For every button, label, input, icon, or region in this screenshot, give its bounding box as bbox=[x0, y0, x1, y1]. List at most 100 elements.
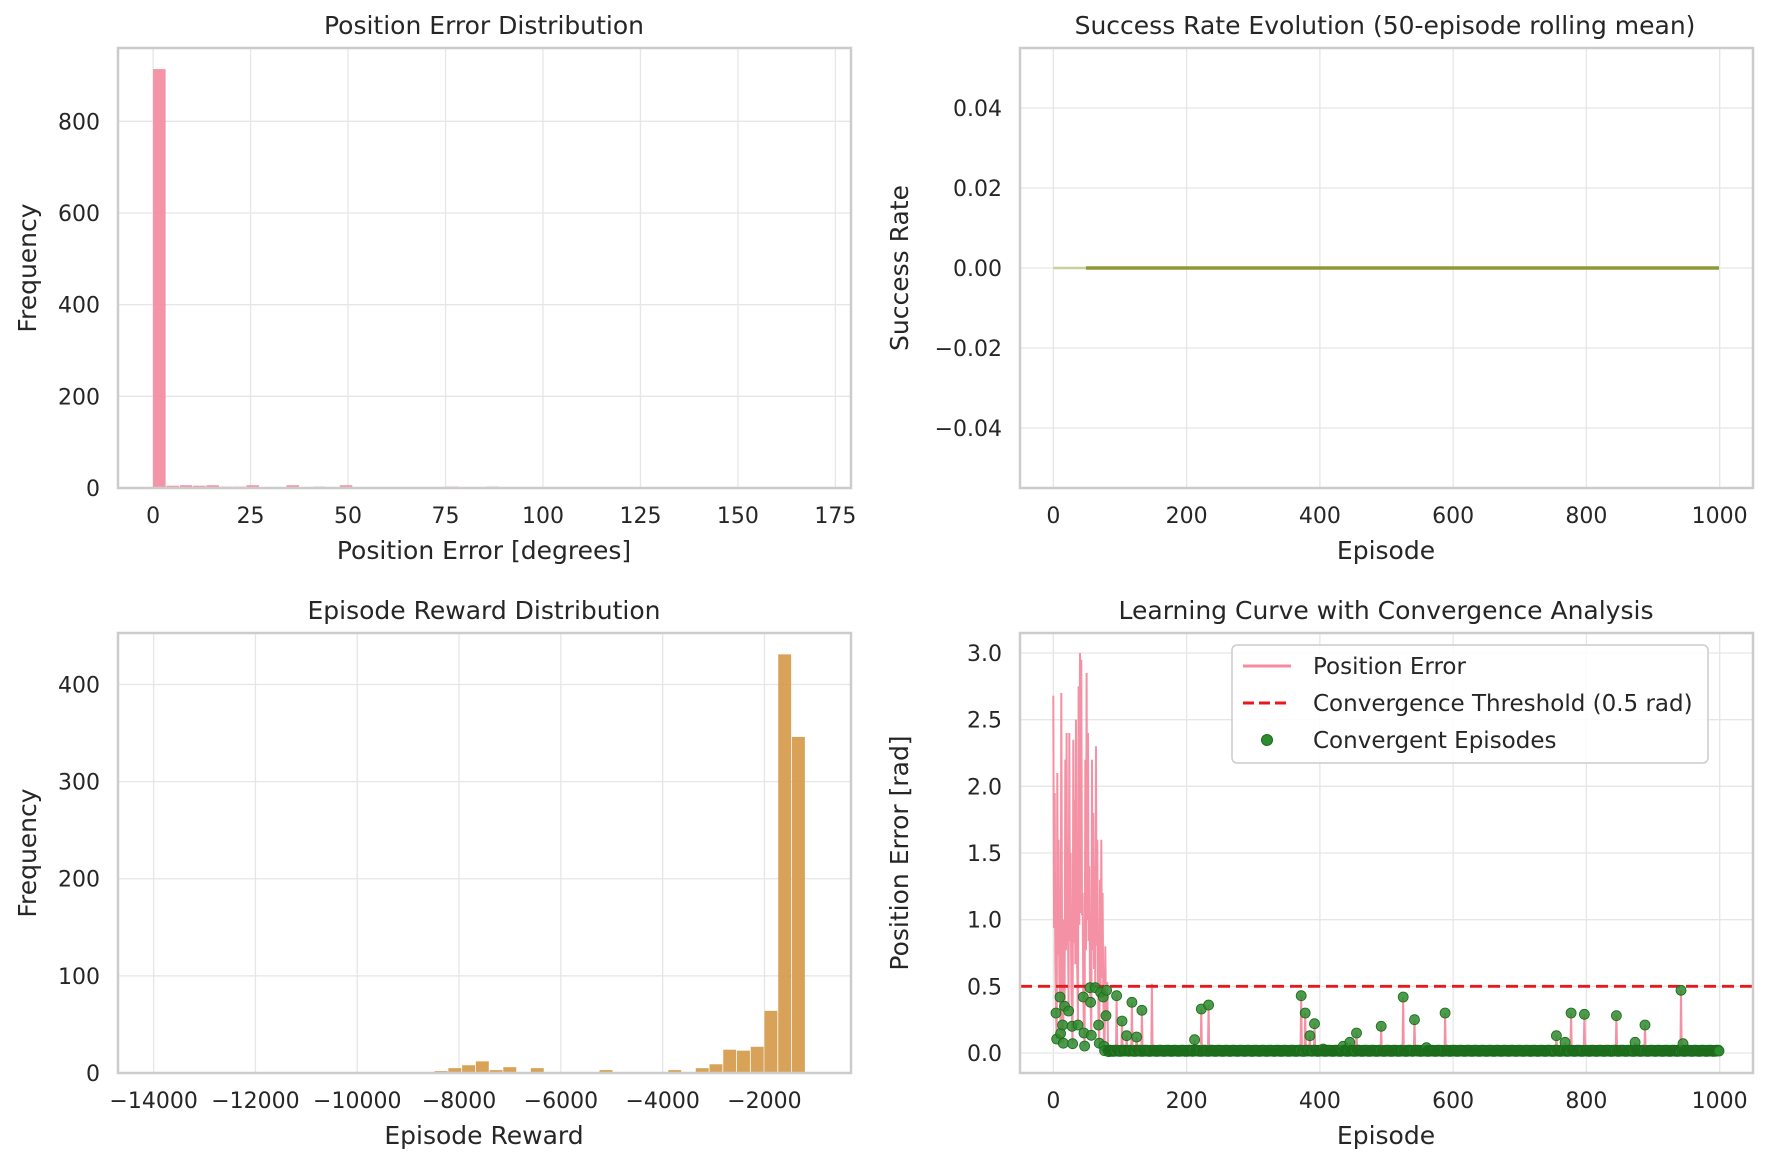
histogram-bar bbox=[339, 485, 353, 488]
histogram-bar bbox=[791, 736, 805, 1073]
chart-title: Episode Reward Distribution bbox=[307, 596, 660, 625]
convergent-point bbox=[1439, 1007, 1451, 1019]
legend-label-position-error: Position Error bbox=[1313, 654, 1466, 680]
x-tick-label: 50 bbox=[334, 504, 362, 529]
x-tick-label: 800 bbox=[1565, 1089, 1607, 1114]
series-marks bbox=[1020, 652, 1753, 1058]
x-tick-label: 25 bbox=[237, 504, 265, 529]
x-tick-label: 175 bbox=[814, 504, 856, 529]
convergent-point bbox=[1675, 984, 1687, 996]
y-tick-label: 0 bbox=[86, 477, 100, 502]
convergent-point bbox=[1054, 991, 1066, 1003]
x-tick-label: 100 bbox=[522, 504, 564, 529]
legend-label-threshold: Convergence Threshold (0.5 rad) bbox=[1313, 691, 1693, 717]
convergent-point bbox=[1100, 1010, 1112, 1022]
convergent-point bbox=[1409, 1014, 1420, 1026]
convergent-point bbox=[1136, 1004, 1148, 1016]
convergent-point bbox=[1063, 1005, 1074, 1017]
histogram-bar bbox=[764, 1010, 778, 1073]
x-tick-label: 200 bbox=[1166, 1089, 1208, 1114]
x-tick-label: −14000 bbox=[109, 1089, 197, 1114]
convergent-point bbox=[1079, 1040, 1090, 1052]
histogram-bar bbox=[475, 1061, 489, 1073]
y-tick-label: 2.0 bbox=[967, 775, 1002, 800]
legend-swatch-convergent bbox=[1261, 734, 1273, 746]
x-tick-label: 75 bbox=[432, 504, 460, 529]
histogram-bar bbox=[668, 1070, 682, 1073]
convergent-point bbox=[1639, 1019, 1651, 1031]
x-tick-labels: 0 200 400 600 800 1000 bbox=[1046, 1089, 1747, 1114]
y-tick-label: 400 bbox=[58, 673, 100, 698]
x-tick-label: 600 bbox=[1432, 504, 1474, 529]
y-tick-label: −0.02 bbox=[935, 337, 1002, 362]
x-tick-label: 600 bbox=[1432, 1089, 1474, 1114]
y-tick-label: 800 bbox=[58, 110, 100, 135]
x-tick-label: 1000 bbox=[1692, 504, 1748, 529]
x-axis-label: Episode bbox=[1337, 536, 1435, 565]
convergent-point bbox=[1304, 1030, 1316, 1042]
x-tick-label: −12000 bbox=[211, 1089, 299, 1114]
plot-frame bbox=[1018, 46, 1755, 490]
y-tick-label: 0.5 bbox=[967, 975, 1002, 1000]
histogram-bar bbox=[489, 1070, 503, 1073]
chart-title: Position Error Distribution bbox=[324, 11, 644, 40]
x-tick-label: 0 bbox=[1046, 504, 1060, 529]
y-tick-label: 300 bbox=[58, 771, 100, 796]
legend: Position Error Convergence Threshold (0.… bbox=[1231, 644, 1709, 764]
x-tick-label: −4000 bbox=[625, 1089, 699, 1114]
success-rate-chart: Success Rate Evolution (50-episode rolli… bbox=[885, 11, 1755, 565]
learning-curve-chart: Learning Curve with Convergence Analysis… bbox=[885, 596, 1755, 1150]
convergent-point bbox=[1299, 1007, 1311, 1019]
convergent-point bbox=[1565, 1007, 1577, 1019]
y-tick-labels: 0 200 400 600 800 bbox=[58, 110, 100, 502]
histogram-bar bbox=[206, 485, 219, 488]
histogram-bar bbox=[709, 1064, 723, 1073]
x-tick-label: 1000 bbox=[1692, 1089, 1748, 1114]
histogram-bar bbox=[723, 1049, 737, 1073]
y-tick-label: 2.5 bbox=[967, 709, 1002, 734]
y-tick-labels: −0.04 −0.02 0.00 0.02 0.04 bbox=[935, 97, 1002, 442]
plot-frame bbox=[116, 631, 853, 1075]
convergent-point bbox=[1085, 1029, 1097, 1041]
convergent-point bbox=[1309, 1018, 1320, 1030]
convergent-point bbox=[1050, 1007, 1062, 1019]
y-tick-label: 1.5 bbox=[967, 842, 1002, 867]
convergent-point bbox=[1111, 990, 1122, 1002]
histogram-bar bbox=[179, 485, 193, 488]
convergent-point bbox=[1116, 1015, 1128, 1027]
x-tick-labels: 0 25 50 75 100 125 150 175 bbox=[146, 504, 856, 529]
x-tick-label: −2000 bbox=[727, 1089, 801, 1114]
chart-title: Success Rate Evolution (50-episode rolli… bbox=[1075, 11, 1696, 40]
y-tick-label: −0.04 bbox=[935, 417, 1002, 442]
convergent-point bbox=[1551, 1030, 1562, 1042]
y-tick-labels: 0.0 0.5 1.0 1.5 2.0 2.5 3.0 bbox=[967, 642, 1002, 1067]
episode-reward-histogram: Episode Reward Distribution −14000 −12000… bbox=[13, 596, 853, 1150]
y-axis-label: Position Error [rad] bbox=[885, 735, 914, 970]
convergent-point bbox=[1072, 1019, 1084, 1031]
x-tick-labels: 0 200 400 600 800 1000 bbox=[1046, 504, 1747, 529]
x-tick-label: 0 bbox=[146, 504, 160, 529]
x-tick-label: −8000 bbox=[422, 1089, 496, 1114]
y-tick-label: 200 bbox=[58, 868, 100, 893]
x-tick-label: 200 bbox=[1166, 504, 1208, 529]
y-tick-label: 0 bbox=[86, 1062, 100, 1087]
x-tick-label: 800 bbox=[1565, 504, 1607, 529]
convergent-point bbox=[1713, 1045, 1725, 1057]
convergent-point bbox=[1067, 1038, 1078, 1050]
y-axis-label: Success Rate bbox=[885, 185, 914, 351]
plot-frame bbox=[116, 46, 853, 490]
histogram-bar bbox=[462, 1065, 476, 1073]
convergent-point bbox=[1131, 1031, 1142, 1043]
y-axis-label: Frequency bbox=[13, 203, 42, 332]
legend-label-convergent: Convergent Episodes bbox=[1313, 728, 1557, 754]
y-tick-label: 400 bbox=[58, 294, 100, 319]
y-tick-label: 600 bbox=[58, 202, 100, 227]
histogram-bar bbox=[599, 1070, 613, 1073]
convergent-point bbox=[1126, 996, 1138, 1008]
y-tick-label: 200 bbox=[58, 385, 100, 410]
histogram-bar bbox=[736, 1050, 750, 1073]
y-tick-label: 0.0 bbox=[967, 1042, 1002, 1067]
legend-box bbox=[1231, 644, 1709, 764]
histogram-bar bbox=[695, 1068, 709, 1073]
